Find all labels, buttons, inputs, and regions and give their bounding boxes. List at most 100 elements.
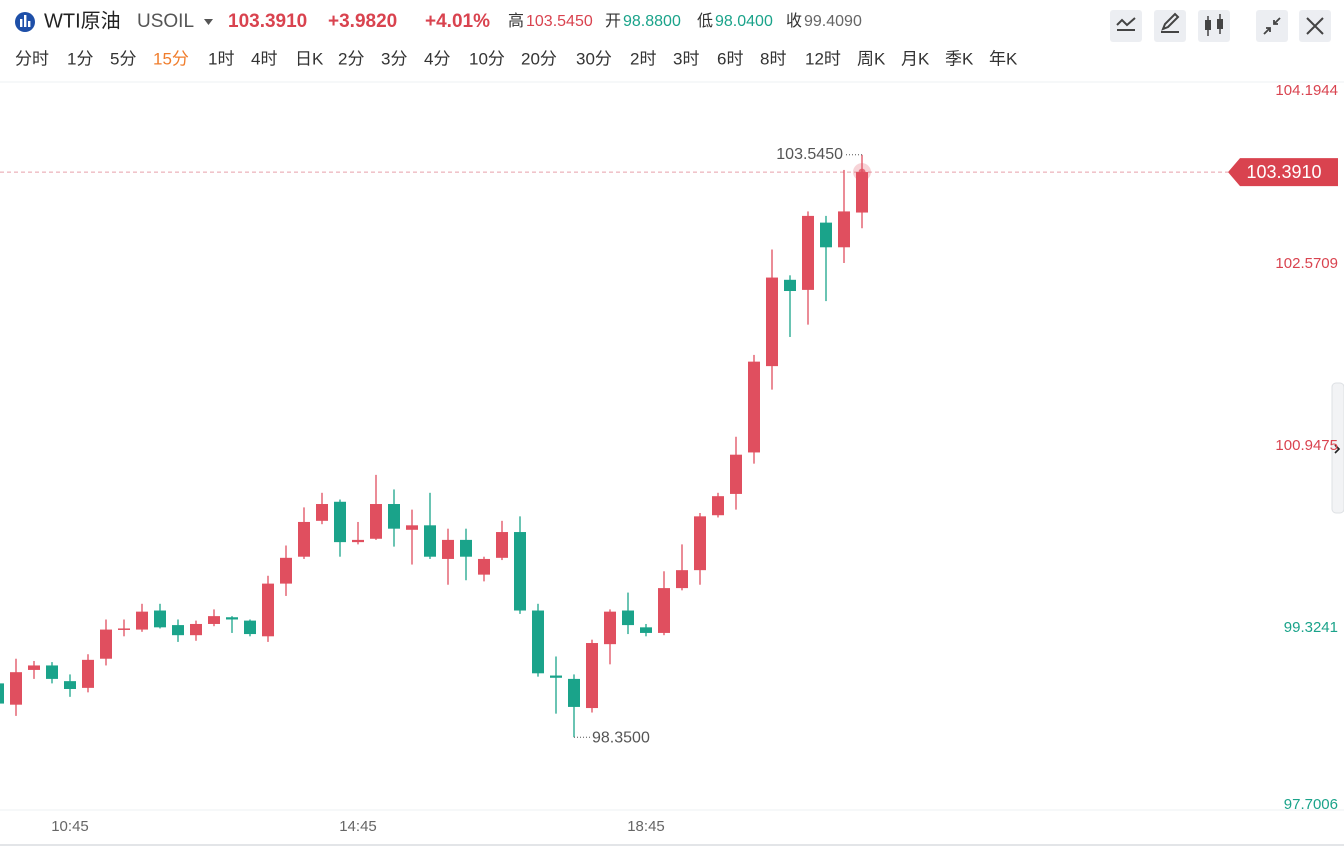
candle-body — [604, 611, 616, 645]
tool-button[interactable] — [1198, 10, 1230, 42]
candle-body — [640, 627, 652, 633]
timeframe-tab[interactable]: 4时 — [251, 49, 277, 68]
x-tick-label: 10:45 — [51, 818, 89, 835]
candle-body — [352, 539, 364, 543]
stat-value: 98.0400 — [715, 13, 773, 30]
candle-body — [28, 665, 40, 670]
candle-body — [694, 516, 706, 571]
candle-body — [82, 659, 94, 688]
timeframe-tab[interactable]: 1时 — [208, 49, 234, 68]
timeframe-tab[interactable]: 月K — [901, 49, 930, 68]
candle-body — [820, 222, 832, 248]
candle-body — [766, 277, 778, 367]
candle-body — [136, 611, 148, 630]
symbol[interactable]: USOIL — [137, 11, 194, 32]
timeframe-tab[interactable]: 12时 — [805, 49, 841, 68]
timeframe-tab[interactable]: 10分 — [469, 49, 505, 68]
timeframe-tab[interactable]: 年K — [989, 49, 1018, 68]
change-pct: +4.01% — [425, 11, 490, 32]
candle-body — [730, 454, 742, 494]
candle-body — [334, 501, 346, 543]
tool-icon — [1161, 12, 1180, 33]
logo-bar — [24, 15, 27, 27]
instrument-name: WTI原油 — [44, 9, 121, 32]
candle-body — [298, 521, 310, 557]
candle-body — [658, 588, 670, 633]
side-handle-arrow — [1334, 444, 1341, 454]
timeframe-tab[interactable]: 日K — [295, 49, 324, 68]
stat-label: 开 — [605, 13, 621, 30]
candle-body — [550, 675, 562, 678]
timeframe-tab[interactable]: 30分 — [576, 49, 612, 68]
y-tick-label: 97.7006 — [1284, 796, 1338, 813]
candle-body — [460, 539, 472, 557]
tool-icon — [1263, 17, 1281, 35]
timeframe-tab[interactable]: 15分 — [153, 49, 189, 68]
tool-icon — [1205, 20, 1211, 30]
candle-body — [280, 557, 292, 584]
timeframe-tab[interactable]: 季K — [945, 49, 974, 68]
candle-body — [406, 525, 418, 530]
last-price-tag — [1228, 158, 1338, 187]
stat-label: 收 — [786, 12, 802, 30]
logo-bar — [20, 19, 23, 27]
candle-body — [154, 610, 166, 628]
candles — [0, 154, 868, 738]
timeframe-tab[interactable]: 1分 — [67, 49, 93, 68]
y-tick-label: 104.1944 — [1275, 82, 1338, 99]
high-annotation: 103.5450 — [776, 146, 843, 163]
low-annotation: 98.3500 — [592, 729, 650, 746]
tool-icon — [1217, 19, 1223, 29]
candle-body — [208, 616, 220, 624]
candle-body — [388, 504, 400, 529]
candle-body — [0, 683, 4, 704]
candle-body — [118, 628, 130, 630]
candle-body — [442, 539, 454, 559]
candle-body — [46, 665, 58, 679]
timeframe-tab[interactable]: 2时 — [630, 49, 656, 68]
last-price-label: 103.3910 — [1246, 162, 1321, 182]
stat-label: 低 — [697, 12, 713, 30]
timeframe-tab[interactable]: 周K — [857, 49, 886, 68]
candle-body — [802, 215, 814, 290]
candle-body — [10, 672, 22, 705]
tool-button[interactable] — [1110, 10, 1142, 42]
candle-body — [622, 610, 634, 626]
timeframe-tab[interactable]: 3时 — [673, 49, 699, 68]
timeframe-tab[interactable]: 3分 — [381, 49, 407, 68]
timeframe-tab[interactable]: 分时 — [15, 49, 49, 68]
candle-body — [532, 610, 544, 674]
live-dot — [858, 168, 866, 176]
y-tick-label: 100.9475 — [1275, 437, 1338, 454]
x-tick-label: 18:45 — [627, 818, 665, 835]
symbol-caret[interactable] — [204, 19, 213, 25]
candle-body — [190, 623, 202, 636]
timeframe-tab[interactable]: 5分 — [110, 49, 136, 68]
timeframe-tab[interactable]: 20分 — [521, 49, 557, 68]
minimize-button[interactable] — [1256, 10, 1288, 42]
candle-body — [262, 583, 274, 637]
candle-body — [172, 625, 184, 636]
timeframe-tab[interactable]: 8时 — [760, 49, 786, 68]
timeframe-tab[interactable]: 4分 — [424, 49, 450, 68]
candle-body — [514, 532, 526, 611]
candle-body — [370, 504, 382, 539]
price: 103.3910 — [228, 11, 307, 32]
candle-body — [316, 504, 328, 521]
candle-body — [838, 211, 850, 248]
candle-body — [64, 681, 76, 689]
candle-body — [586, 643, 598, 709]
y-tick-label: 99.3241 — [1284, 619, 1338, 636]
candle-body — [856, 172, 868, 213]
timeframe-tab[interactable]: 6时 — [717, 49, 743, 68]
candle-body — [478, 558, 490, 575]
candle-body — [424, 525, 436, 557]
candle-body — [784, 279, 796, 292]
candle-body — [226, 617, 238, 620]
candle-body — [712, 496, 724, 516]
timeframe-tab[interactable]: 2分 — [338, 49, 364, 68]
stat-label: 高 — [508, 12, 524, 30]
tool-icon — [1116, 17, 1136, 31]
